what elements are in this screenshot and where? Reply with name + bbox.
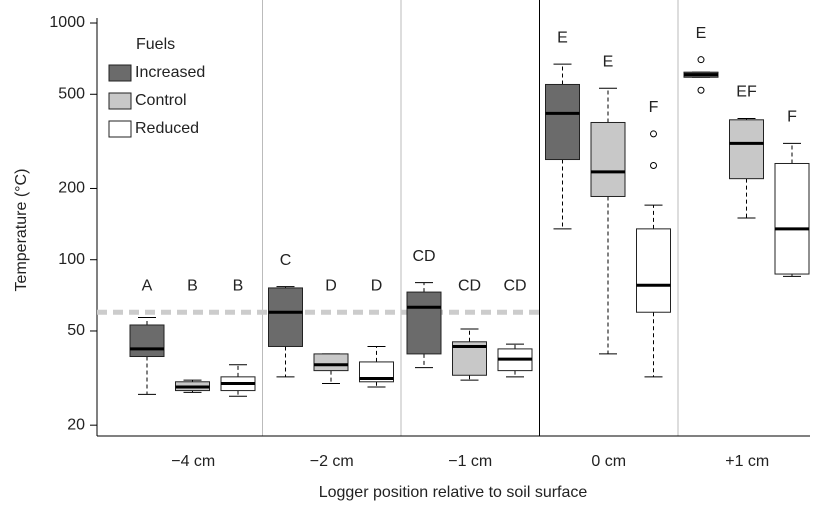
x-tick-label: +1 cm	[725, 453, 769, 470]
box	[406, 291, 442, 355]
group-letter: D	[371, 277, 383, 294]
y-tick-label: 500	[58, 85, 85, 102]
group-letter: E	[557, 29, 568, 46]
group-letter: D	[325, 277, 337, 294]
group-letter: C	[280, 252, 292, 269]
box	[590, 121, 626, 197]
x-tick-label: 0 cm	[591, 453, 626, 470]
box	[268, 287, 303, 347]
box	[313, 353, 349, 372]
outlier	[697, 56, 705, 64]
legend-title: Fuels	[136, 36, 175, 53]
y-tick-label: 100	[58, 251, 85, 268]
box	[359, 361, 394, 383]
x-tick-label: −2 cm	[310, 453, 354, 470]
y-tick-label: 50	[67, 322, 85, 339]
group-letter: B	[187, 277, 198, 294]
box	[129, 324, 165, 358]
group-letter: B	[233, 277, 244, 294]
box	[729, 119, 764, 180]
group-letter: F	[649, 99, 659, 116]
group-letter: EF	[736, 84, 757, 101]
group-letter: CD	[412, 248, 435, 265]
y-axis-label: Temperature (°C)	[13, 169, 30, 292]
legend-swatch	[108, 64, 132, 82]
box	[636, 228, 671, 313]
group-letter: E	[603, 53, 614, 70]
group-letter: E	[696, 25, 707, 42]
box	[545, 83, 580, 161]
group-letter: F	[787, 109, 797, 126]
x-tick-label: −4 cm	[171, 453, 215, 470]
group-letter: CD	[503, 277, 526, 294]
y-tick-label: 20	[67, 416, 85, 433]
legend-swatch	[108, 92, 132, 110]
outlier	[650, 162, 657, 170]
group-letter: CD	[458, 277, 481, 294]
group-letter: A	[142, 277, 153, 294]
legend-label: Reduced	[135, 120, 199, 137]
legend-swatch	[108, 120, 132, 138]
outlier	[650, 130, 657, 138]
y-tick-label: 200	[58, 180, 85, 197]
x-tick-label: −1 cm	[448, 453, 492, 470]
box	[774, 162, 810, 275]
y-tick-label: 1000	[49, 14, 85, 31]
legend-label: Increased	[135, 64, 205, 81]
outlier	[697, 86, 705, 94]
x-axis-label: Logger position relative to soil surface	[319, 484, 588, 501]
legend-label: Control	[135, 92, 187, 109]
